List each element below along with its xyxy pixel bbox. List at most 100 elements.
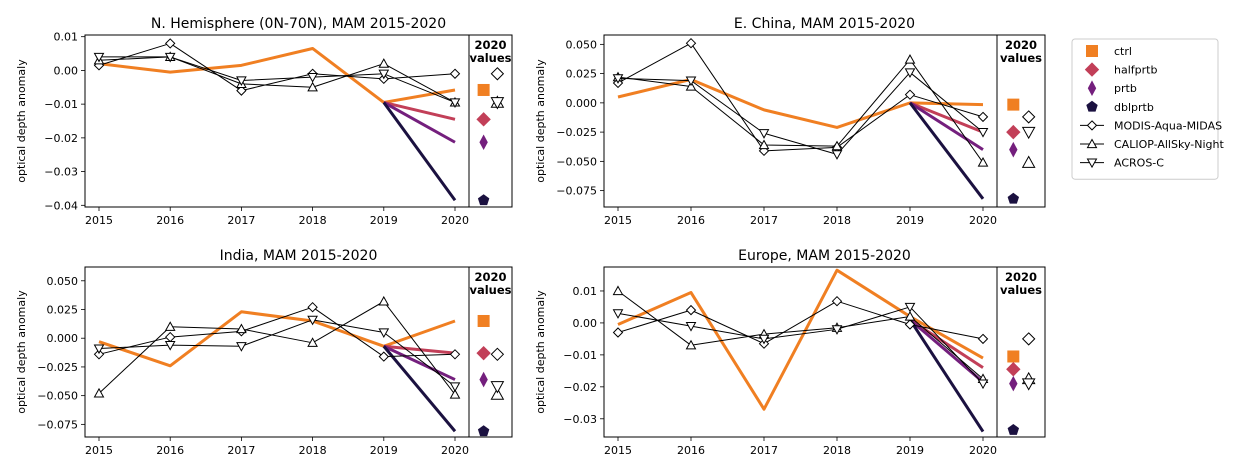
data-point-acros-c	[977, 379, 989, 390]
value-2020-acros-c	[1021, 378, 1036, 391]
legend-label-halfprtb: halfprtb	[1114, 64, 1157, 77]
legend-marker-caliop-allsky-night	[1086, 138, 1098, 149]
x-tick-label: 2015	[604, 444, 632, 457]
y-tick-label: 0.000	[47, 332, 79, 345]
inset-label: 2020 values	[1000, 270, 1042, 297]
y-tick-label: −0.075	[37, 418, 78, 431]
series-line-caliop-allsky-night	[617, 59, 984, 163]
value-2020-dblprtb	[1007, 423, 1020, 435]
legend-marker-halfprtb	[1084, 62, 1100, 77]
y-tick-label: 0.025	[47, 304, 79, 317]
data-point-acros-c	[164, 52, 176, 63]
data-point-acros-c	[307, 73, 318, 83]
series-line-ctrl	[617, 268, 984, 411]
data-point-acros-c	[236, 342, 247, 352]
data-point-acros-c	[378, 328, 390, 339]
series-line-halfprtb	[383, 100, 456, 121]
legend: ctrl halfprtb prtb dblprtb MODIS-Aqua-MIDAS C…	[1071, 38, 1224, 180]
x-tick-label: 2019	[370, 444, 398, 457]
inset-label-line: 2020	[474, 38, 506, 52]
data-point-modis-aqua-midas	[449, 349, 461, 360]
value-2020-dblprtb	[477, 194, 490, 206]
legend-marker-prtb	[1087, 80, 1097, 96]
series-line-halfprtb	[909, 318, 984, 369]
data-point-acros-c	[904, 302, 916, 313]
chart-panel-3: India, MAM 2015-2020 optical depth anomal…	[15, 248, 513, 457]
series-line-modis-aqua-midas	[98, 42, 456, 92]
value-2020-caliop-allsky-night	[490, 387, 505, 400]
data-point-modis-aqua-midas	[164, 331, 176, 343]
data-point-caliop-allsky-night	[307, 337, 318, 347]
series-line-acros-c	[98, 319, 456, 387]
data-point-caliop-allsky-night	[831, 140, 843, 151]
x-tick-label: 2020	[441, 444, 469, 457]
legend-label-prtb: prtb	[1114, 82, 1137, 95]
value-2020-prtb	[479, 134, 488, 151]
y-tick-label: 0.01	[54, 31, 79, 44]
series-line-prtb	[383, 101, 456, 144]
plot-frame	[603, 266, 998, 438]
data-point-caliop-allsky-night	[378, 295, 390, 306]
y-tick-label: 0.00	[573, 317, 598, 330]
y-tick-label: 0.00	[54, 64, 79, 77]
data-point-acros-c	[236, 76, 247, 87]
data-point-acros-c	[831, 325, 843, 335]
data-point-caliop-allsky-night	[904, 311, 916, 321]
series-line-modis-aqua-midas	[98, 306, 456, 358]
series-line-caliop-allsky-night	[98, 56, 456, 103]
series-line-acros-c	[617, 71, 984, 155]
series-line-halfprtb	[909, 101, 984, 134]
legend-label-dblprtb: dblprtb	[1114, 101, 1154, 114]
data-point-modis-aqua-midas	[164, 38, 176, 49]
data-point-acros-c	[93, 344, 105, 355]
chart-title: Europe, MAM 2015-2020	[738, 248, 911, 264]
data-point-acros-c	[685, 322, 697, 332]
data-point-acros-c	[831, 150, 843, 160]
y-tick-label: −0.04	[44, 199, 78, 212]
data-point-modis-aqua-midas	[685, 37, 697, 49]
inset-label: 2020 values	[469, 270, 511, 297]
y-tick-label: −0.02	[563, 381, 597, 394]
value-2020-caliop-allsky-night	[1021, 155, 1036, 168]
x-tick-label: 2019	[896, 214, 924, 227]
y-tick-label: −0.02	[44, 132, 78, 145]
chart-title: N. Hemisphere (0N-70N), MAM 2015-2020	[151, 16, 446, 32]
legend-marker-ctrl	[1086, 45, 1098, 57]
x-tick-label: 2019	[370, 214, 398, 227]
series-line-ctrl	[617, 77, 984, 129]
y-axis-label: optical depth anomaly	[15, 59, 28, 183]
series-line-caliop-allsky-night	[617, 290, 984, 380]
value-2020-dblprtb	[1007, 192, 1020, 204]
series-line-ctrl	[98, 46, 456, 104]
data-point-modis-aqua-midas	[831, 295, 843, 307]
y-tick-label: −0.025	[37, 361, 78, 374]
y-tick-label: −0.03	[563, 413, 597, 426]
series-line-dblprtb	[382, 101, 457, 202]
x-tick-label: 2018	[299, 444, 327, 457]
data-point-caliop-allsky-night	[449, 388, 461, 399]
x-tick-label: 2017	[750, 214, 778, 227]
inset-label-line: 2020	[1005, 270, 1037, 284]
data-point-modis-aqua-midas	[977, 333, 989, 345]
y-tick-label: 0.050	[47, 275, 79, 288]
data-point-modis-aqua-midas	[904, 319, 916, 330]
data-point-modis-aqua-midas	[904, 89, 916, 100]
x-tick-label: 2015	[85, 214, 113, 227]
x-tick-label: 2017	[227, 214, 255, 227]
value-2020-ctrl	[477, 83, 490, 96]
legend-box	[1071, 38, 1219, 180]
data-point-acros-c	[307, 315, 318, 326]
value-2020-prtb	[479, 371, 488, 388]
y-tick-label: −0.050	[556, 155, 597, 168]
plot-frame	[84, 34, 470, 208]
legend-marker-modis-aqua-midas	[1086, 120, 1098, 131]
data-point-acros-c	[93, 52, 105, 63]
series-line-acros-c	[99, 56, 456, 103]
y-tick-label: 0.01	[573, 285, 598, 298]
y-axis-label: optical depth anomaly	[534, 290, 547, 414]
value-2020-halfprtb	[476, 112, 491, 127]
x-tick-label: 2016	[677, 444, 705, 457]
series-line-dblprtb	[908, 101, 985, 200]
chart-panel-4: Europe, MAM 2015-2020 optical depth anoma…	[534, 248, 1046, 457]
